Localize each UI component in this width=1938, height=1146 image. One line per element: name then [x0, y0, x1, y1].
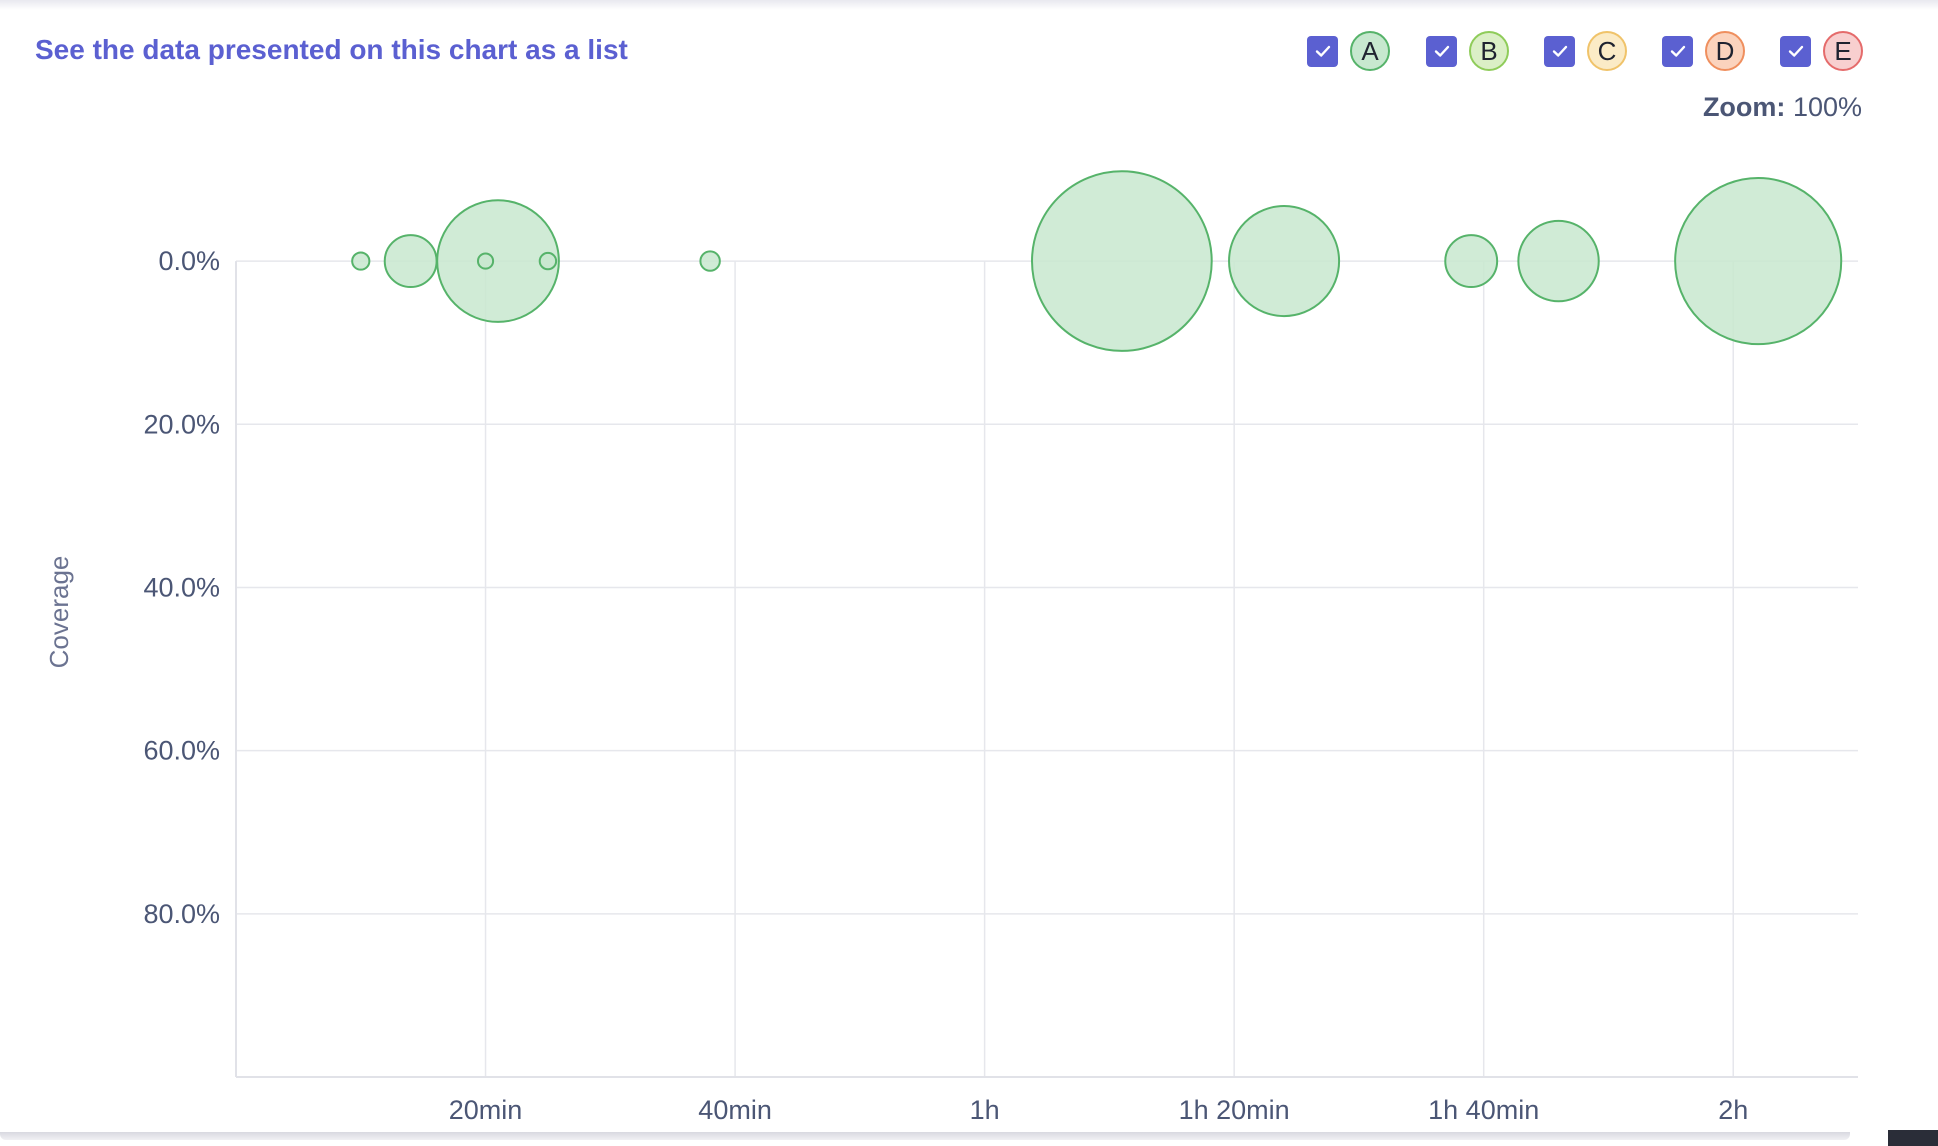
rating-badge: A — [1350, 31, 1390, 71]
checkbox-checked-icon[interactable] — [1544, 35, 1575, 67]
checkbox-checked-icon[interactable] — [1780, 35, 1811, 67]
window-corner — [1888, 1130, 1938, 1146]
chart-bubbles — [351, 170, 1843, 352]
rating-badge: B — [1469, 31, 1509, 71]
bubble-point[interactable] — [383, 234, 438, 289]
data-as-list-link[interactable]: See the data presented on this chart as … — [35, 34, 628, 65]
x-tick-label: 2h — [1718, 1095, 1748, 1125]
bubble-point[interactable] — [1228, 205, 1341, 318]
legend-item-e[interactable]: E — [1780, 31, 1863, 71]
chart-grid — [235, 260, 1858, 1078]
y-tick-label: 40.0% — [143, 572, 220, 602]
rating-badge: E — [1823, 31, 1863, 71]
zoom-indicator: Zoom: 100% — [1703, 92, 1862, 123]
legend-item-a[interactable]: A — [1307, 31, 1390, 71]
zoom-label: Zoom: — [1702, 92, 1786, 122]
rating-badge: C — [1587, 31, 1627, 71]
bubble-point[interactable] — [1517, 219, 1600, 303]
y-tick-label: 0.0% — [158, 246, 220, 276]
y-tick-label: 80.0% — [143, 899, 220, 929]
x-tick-label: 1h 40min — [1428, 1095, 1539, 1125]
bubble-point[interactable] — [538, 251, 558, 271]
x-tick-label: 1h 20min — [1179, 1095, 1290, 1125]
bubble-point[interactable] — [1444, 234, 1499, 289]
x-tick-label: 1h — [970, 1095, 1000, 1125]
x-tick-label: 20min — [449, 1095, 523, 1125]
bubble-point[interactable] — [476, 252, 495, 270]
x-tick-label: 40min — [698, 1095, 772, 1125]
chart-axis-labels: 0.0% 20.0% 40.0% 60.0% 80.0% 20min 40min 1h 1h 2… — [143, 246, 1748, 1125]
rating-badge: D — [1705, 31, 1745, 71]
legend-item-c[interactable]: C — [1544, 31, 1627, 71]
bubble-point[interactable] — [1031, 170, 1213, 352]
bubble-point[interactable] — [1674, 177, 1843, 346]
legend-item-b[interactable]: B — [1426, 31, 1509, 71]
checkbox-checked-icon[interactable] — [1426, 35, 1457, 67]
bubble-point[interactable] — [699, 250, 721, 272]
panel-bottom-edge — [0, 1132, 1850, 1140]
y-axis-title: Coverage — [44, 556, 74, 669]
zoom-value: 100% — [1792, 92, 1862, 122]
y-tick-label: 60.0% — [143, 736, 220, 766]
y-tick-label: 20.0% — [143, 409, 220, 439]
top-edge-shadow — [0, 0, 1938, 10]
checkbox-checked-icon[interactable] — [1307, 35, 1338, 67]
bubble-point[interactable] — [351, 251, 371, 271]
legend-item-d[interactable]: D — [1662, 31, 1745, 71]
checkbox-checked-icon[interactable] — [1662, 35, 1693, 67]
